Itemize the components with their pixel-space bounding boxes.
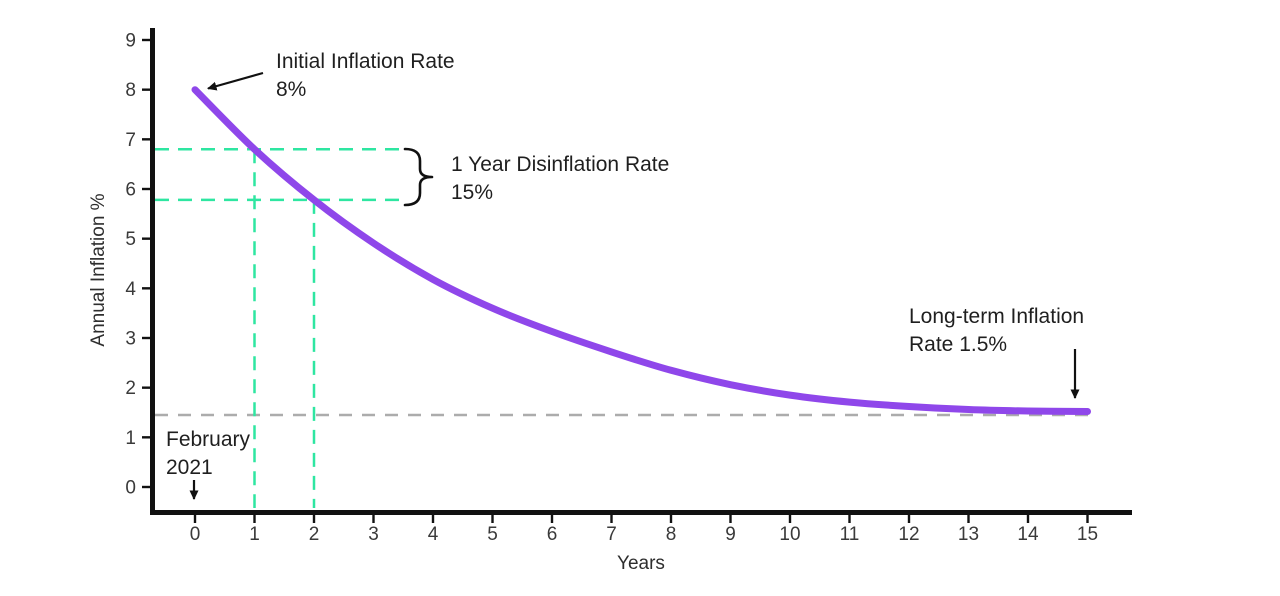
x-tick-label: 9 [725,524,736,545]
start-date-label-line2: 2021 [166,456,213,479]
y-tick-label: 2 [125,378,136,399]
y-tick-label: 7 [125,130,136,151]
disinflation-label-line2: 15% [451,181,493,204]
y-tick-label: 9 [125,30,136,51]
x-tick-label: 8 [666,524,677,545]
x-tick-label: 15 [1077,524,1098,545]
x-tick-label: 12 [898,524,919,545]
x-tick-label: 3 [368,524,379,545]
inflation-curve [191,86,1091,415]
start-date-label-line1: February [166,428,251,451]
x-tick-label: 1 [249,524,260,545]
y-tick-label: 6 [125,179,136,200]
disinflation-annotation: 1 Year Disinflation Rate 15% [451,153,669,204]
initial-rate-annotation: Initial Inflation Rate 8% [276,50,455,101]
brace-icon [403,147,434,207]
x-tick-label: 4 [428,524,439,545]
y-tick-label: 3 [125,328,136,349]
curve-layer [191,86,1091,415]
start-date-annotation: February 2021 [166,428,251,479]
initial-rate-arrow-icon [207,71,264,91]
x-tick-label: 14 [1017,524,1039,545]
y-tick-label: 8 [125,80,136,101]
long-term-label-line2: Rate 1.5% [909,333,1007,356]
reference-lines-layer [155,148,1090,508]
x-tick-label: 0 [190,524,201,545]
y-axis-title: Annual Inflation % [88,193,109,346]
long-term-annotation: Long-term Inflation Rate 1.5% [909,305,1084,356]
x-tick-label: 5 [487,524,498,545]
y-tick-label: 4 [125,279,136,300]
x-tick-label: 13 [958,524,979,545]
x-tick-label: 11 [840,524,860,545]
disinflation-label-line1: 1 Year Disinflation Rate [451,153,669,176]
initial-rate-label-line2: 8% [276,78,306,101]
x-tick-label: 7 [606,524,617,545]
x-tick-label: 2 [309,524,320,545]
long-term-label-line1: Long-term Inflation [909,305,1084,328]
x-tick-label: 6 [547,524,558,545]
y-tick-label: 5 [125,229,136,250]
initial-rate-label-line1: Initial Inflation Rate [276,50,455,73]
x-axis-title: Years [617,553,665,574]
y-tick-label: 0 [125,478,136,499]
x-tick-label: 10 [779,524,800,545]
y-tick-label: 1 [125,428,136,449]
